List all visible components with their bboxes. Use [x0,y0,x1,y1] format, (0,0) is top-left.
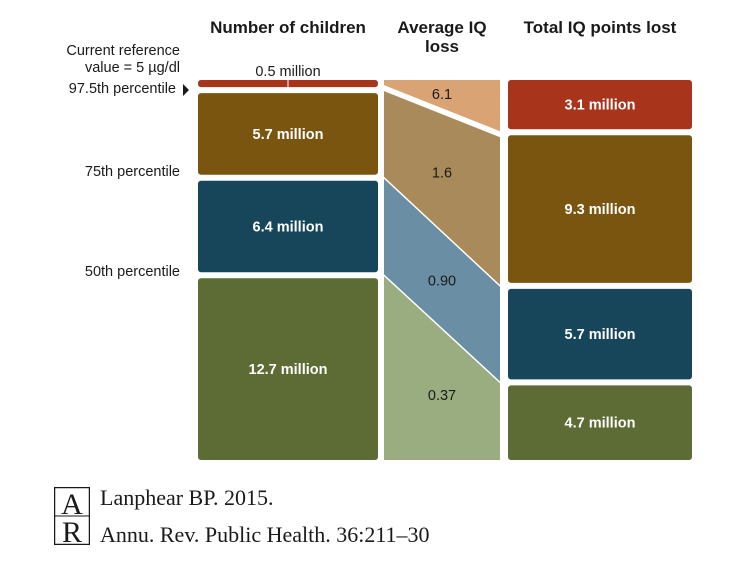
svg-text:R: R [62,516,82,545]
header-number-of-children: Number of children [210,18,366,37]
annual-reviews-logo: A R [54,487,90,545]
total-lost-label-3: 4.7 million [565,416,636,432]
percentile-pointer-icon [183,84,189,96]
iq-loss-label-0: 6.1 [432,87,452,103]
children-label-3: 12.7 million [249,362,328,378]
iq-loss-label-2: 0.90 [428,273,456,289]
svg-text:A: A [61,488,83,521]
total-lost-bar-3 [508,385,692,460]
chart-svg: 6.1 1.6 0.90 0.37 0.5 million 5.7 million 6.4 … [183,64,692,460]
children-label-1: 5.7 million [253,127,324,143]
row-label-97-5th-percentile: 97.5th percentile [68,81,176,97]
iq-loss-band-0 [384,80,500,132]
children-label-2: 6.4 million [253,219,324,235]
header-average-iq-loss: Average IQ loss [397,18,487,56]
total-lost-bar-2 [508,288,692,380]
row-label-75th-percentile: 75th percentile [84,164,180,180]
total-lost-bar-1 [508,135,692,283]
citation-line-1: Lanphear BP. 2015. [100,485,274,510]
total-lost-label-0: 3.1 million [565,98,636,114]
iq-loss-band-2 [384,178,500,382]
iq-loss-band-1 [384,91,500,285]
row-label-50th-percentile: 50th percentile [84,264,180,280]
iq-loss-band-3 [384,276,500,460]
children-bar-2 [198,180,378,273]
children-label-0: 0.5 million [255,64,320,80]
reference-label: Current reference value = 5 µg/dl [0,43,180,77]
reference-label-line-1: Current reference [66,43,180,59]
iq-loss-label-3: 0.37 [428,388,456,404]
header-total-iq-points-lost: Total IQ points lost [523,18,677,37]
total-lost-label-1: 9.3 million [565,202,636,218]
children-bar-3 [198,278,378,460]
iq-loss-label-1: 1.6 [432,165,452,181]
reference-label-line-2: value = 5 µg/dl [84,60,180,76]
children-bar-1 [198,93,378,175]
total-lost-label-2: 5.7 million [565,327,636,343]
total-lost-bar-0 [508,80,692,130]
citation-line-2: Annu. Rev. Public Health. 36:211–30 [100,522,430,547]
